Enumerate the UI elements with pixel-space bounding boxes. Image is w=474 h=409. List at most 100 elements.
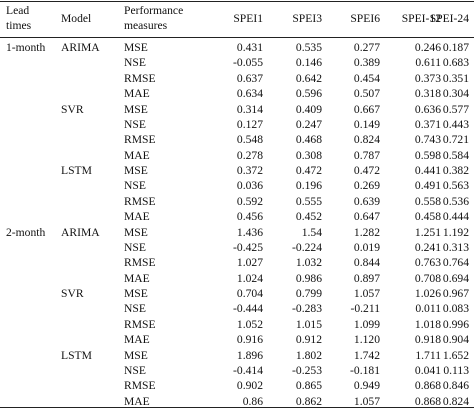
spei24-cell: 0.904 <box>442 333 469 347</box>
table-row: MAE 0.916 0.912 1.120 0.918 0.904 <box>0 332 474 347</box>
spei1-cell: 1.024 <box>236 271 263 285</box>
spei24-cell: 0.313 <box>442 240 469 254</box>
table-row: MAE 1.024 0.986 0.897 0.708 0.694 <box>0 271 474 286</box>
spei3-cell: 1.802 <box>295 348 322 362</box>
spei6-cell: 0.472 <box>353 164 380 177</box>
spei6-cell: 0.897 <box>353 271 380 285</box>
spei12-cell: 0.371 <box>414 117 441 131</box>
spei12-cell: 0.318 <box>414 87 441 101</box>
table-row: RMSE 1.052 1.015 1.099 1.018 0.996 <box>0 317 474 332</box>
spei1-cell: 0.456 <box>236 210 263 224</box>
model-cell: SVR <box>61 102 84 116</box>
spei24-cell: 0.577 <box>442 102 469 116</box>
table-row: RMSE 0.548 0.468 0.824 0.743 0.721 <box>0 132 474 147</box>
spei6-cell: 0.149 <box>353 117 380 131</box>
spei6-cell: 0.844 <box>353 256 380 270</box>
spei1-cell: 0.127 <box>236 117 263 131</box>
measure-cell: MSE <box>124 164 148 177</box>
spei12-cell: 0.458 <box>414 210 441 224</box>
spei3-cell: 0.642 <box>295 71 322 85</box>
spei24-cell: 0.382 <box>442 164 469 177</box>
spei1-cell: 0.902 <box>236 379 263 393</box>
header-performance-line1: Performance <box>124 4 184 17</box>
spei6-cell: 0.667 <box>353 102 380 116</box>
spei1-cell: 0.704 <box>236 287 263 300</box>
spei3-cell: 1.032 <box>295 256 322 270</box>
spei12-cell: 0.636 <box>414 102 441 116</box>
spei6-cell: 0.949 <box>353 379 380 393</box>
spei24-cell: 1.192 <box>442 225 469 239</box>
spei3-cell: -0.253 <box>292 363 322 377</box>
table-row: RMSE 0.637 0.642 0.454 0.373 0.351 <box>0 71 474 86</box>
spei6-cell: 0.277 <box>353 41 380 54</box>
spei24-cell: 0.563 <box>442 179 469 193</box>
header-spei24: SPEI-24 <box>429 12 469 25</box>
spei12-cell: 0.558 <box>414 194 441 208</box>
spei12-cell: 0.868 <box>414 379 441 393</box>
measure-cell: RMSE <box>124 379 156 393</box>
header-lead-times-line2: times <box>6 19 32 32</box>
header-bottom-rule <box>0 37 474 38</box>
model-cell: ARIMA <box>61 225 100 239</box>
spei3-cell: 0.596 <box>295 87 322 101</box>
header-performance-line2: measures <box>124 19 168 32</box>
spei12-cell: 0.743 <box>414 133 441 147</box>
spei6-cell: 1.120 <box>353 333 380 347</box>
measure-cell: NSE <box>124 117 146 131</box>
spei1-cell: 1.027 <box>236 256 263 270</box>
spei12-cell: 1.711 <box>415 348 441 362</box>
table-row: RMSE 1.027 1.032 0.844 0.763 0.764 <box>0 255 474 270</box>
measure-cell: NSE <box>124 240 146 254</box>
spei6-cell: 0.389 <box>353 56 380 70</box>
model-cell: ARIMA <box>61 41 100 54</box>
measure-cell: MAE <box>124 333 150 347</box>
table-row: NSE -0.425 -0.224 0.019 0.241 0.313 <box>0 240 474 255</box>
spei1-cell: 0.637 <box>236 71 263 85</box>
spei3-cell: 0.862 <box>295 394 322 408</box>
spei24-cell: 0.721 <box>442 133 469 147</box>
spei12-cell: 0.011 <box>415 302 441 316</box>
spei24-cell: 0.351 <box>442 71 469 85</box>
spei24-cell: 0.187 <box>442 41 469 54</box>
spei1-cell: 0.592 <box>236 194 263 208</box>
spei12-cell: 1.026 <box>414 287 441 300</box>
spei3-cell: 0.535 <box>295 41 322 54</box>
spei12-cell: 0.241 <box>414 240 441 254</box>
spei1-cell: 0.372 <box>236 164 263 177</box>
spei3-cell: 1.54 <box>301 225 322 239</box>
header-spei6: SPEI6 <box>350 12 380 25</box>
measure-cell: MSE <box>124 225 148 239</box>
measure-cell: NSE <box>124 363 146 377</box>
spei12-cell: 0.868 <box>414 394 441 408</box>
spei6-cell: -0.211 <box>350 302 380 316</box>
spei24-cell: 0.824 <box>442 394 469 408</box>
spei24-cell: 0.113 <box>443 363 469 377</box>
table-row: MAE 0.86 0.862 1.057 0.868 0.824 <box>0 394 474 409</box>
spei3-cell: 0.146 <box>295 56 322 70</box>
table-row: 1-month ARIMA MSE 0.431 0.535 0.277 0.246 0.187 <box>0 40 474 55</box>
measure-cell: MAE <box>124 87 150 101</box>
spei24-cell: 0.694 <box>442 271 469 285</box>
spei24-cell: 0.584 <box>442 148 469 162</box>
table-row: 2-month ARIMA MSE 1.436 1.54 1.282 1.251 1.192 <box>0 225 474 240</box>
spei24-cell: 0.967 <box>442 287 469 300</box>
spei3-cell: 0.472 <box>295 164 322 177</box>
table-row: MAE 0.456 0.452 0.647 0.458 0.444 <box>0 209 474 224</box>
header-spei3: SPEI3 <box>292 12 322 25</box>
spei6-cell: 1.282 <box>353 225 380 239</box>
spei6-cell: 1.057 <box>353 287 380 300</box>
table-row: SVR MSE 0.704 0.799 1.057 1.026 0.967 <box>0 286 474 301</box>
spei6-cell: 0.454 <box>353 71 380 85</box>
spei12-cell: 0.708 <box>414 271 441 285</box>
spei24-cell: 1.652 <box>442 348 469 362</box>
spei1-cell: 0.314 <box>236 102 263 116</box>
spei6-cell: -0.181 <box>350 363 380 377</box>
header-lead-times-line1: Lead <box>6 4 30 17</box>
spei12-cell: 1.018 <box>414 317 441 331</box>
table-row: RMSE 0.902 0.865 0.949 0.868 0.846 <box>0 378 474 393</box>
table-row: NSE -0.444 -0.283 -0.211 0.011 0.083 <box>0 301 474 316</box>
spei3-cell: 0.308 <box>295 148 322 162</box>
spei1-cell: 1.436 <box>236 225 263 239</box>
spei1-cell: 0.548 <box>236 133 263 147</box>
